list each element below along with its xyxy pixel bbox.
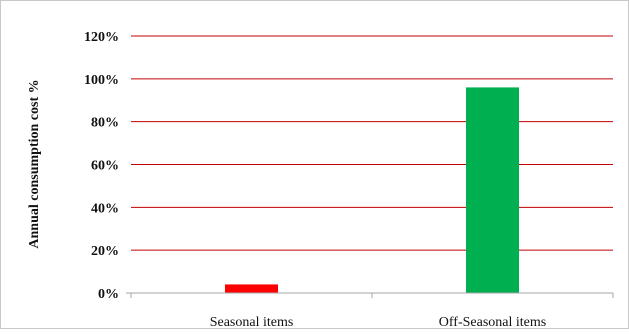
y-axis-label: Annual consumption cost % xyxy=(27,79,42,248)
gridlines xyxy=(131,35,613,251)
y-axis-ticks: 0% 20% 40% 60% 80% 100% 120% xyxy=(84,30,119,302)
y-tick-label: 100% xyxy=(84,73,119,88)
x-axis-tick-labels: Seasonal items Off-Seasonal items xyxy=(210,315,547,330)
x-tick-label: Seasonal items xyxy=(210,315,294,330)
bar xyxy=(224,284,279,293)
bar xyxy=(465,87,520,294)
y-tick-label: 0% xyxy=(98,287,119,302)
y-tick-label: 80% xyxy=(91,116,119,131)
y-tick-label: 60% xyxy=(91,159,119,174)
x-axis xyxy=(126,292,614,298)
x-tick-label: Off-Seasonal items xyxy=(439,315,546,330)
y-tick-label: 120% xyxy=(84,30,119,45)
bars xyxy=(224,87,520,294)
y-tick-label: 20% xyxy=(91,244,119,259)
y-tick-label: 40% xyxy=(91,201,119,216)
